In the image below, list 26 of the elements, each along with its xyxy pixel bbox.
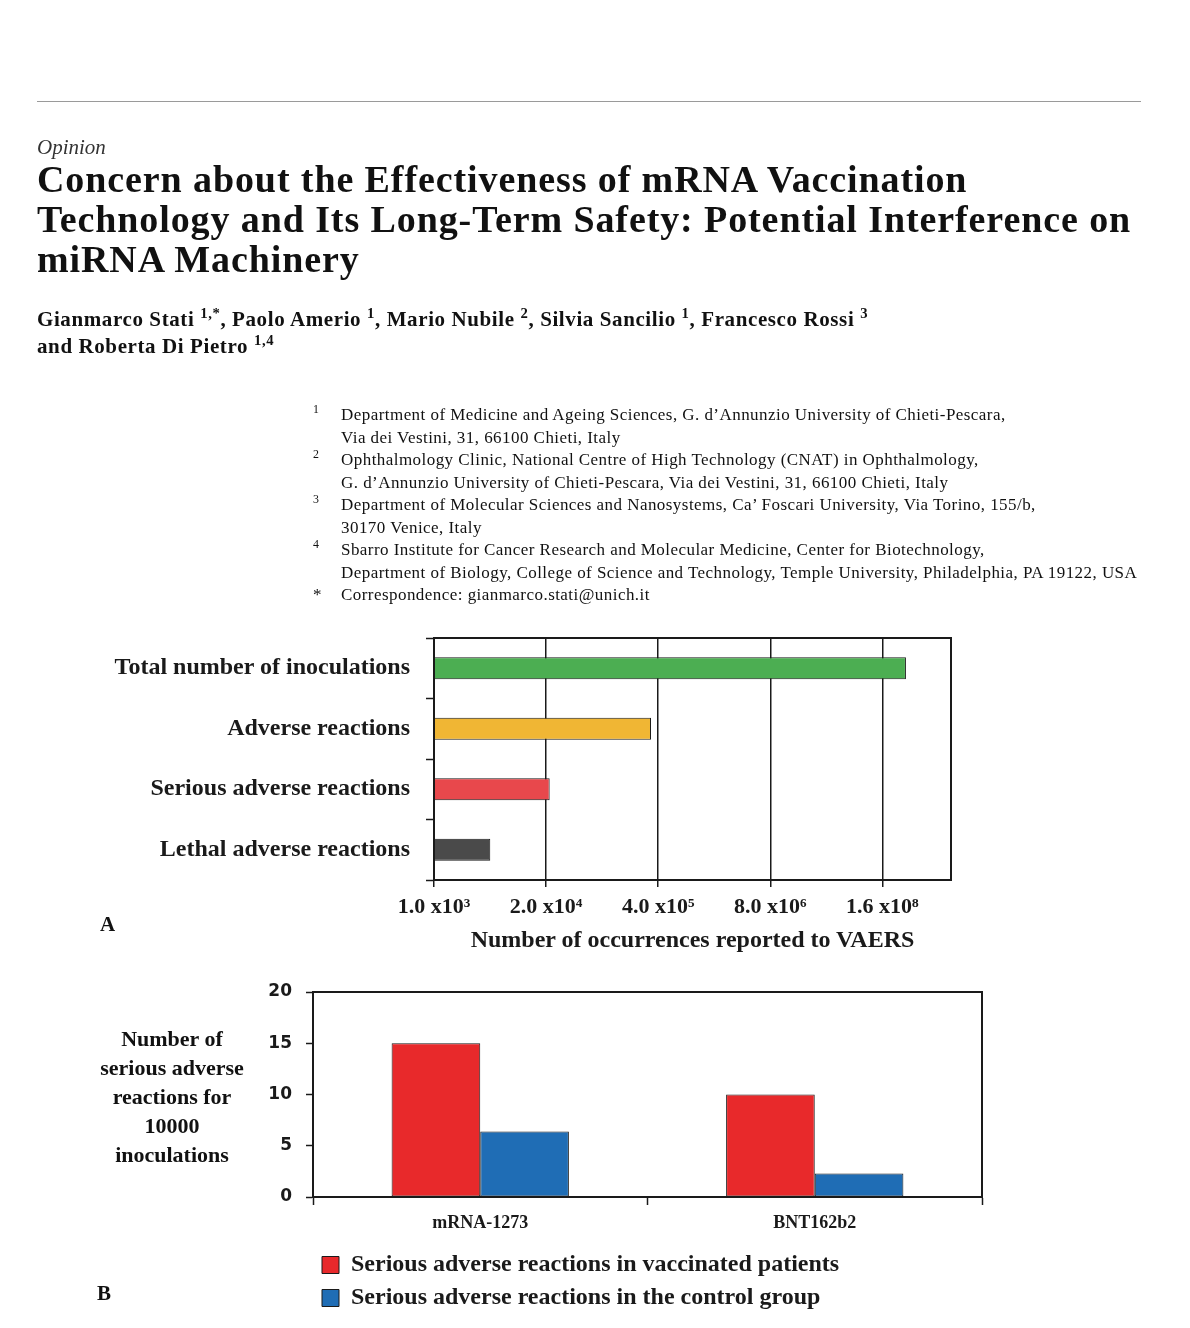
text: A — [100, 911, 116, 937]
y-tick-label: 20 — [268, 980, 293, 1001]
x-tick-label: 8.0 x10⁶ — [734, 892, 808, 918]
y-tick-label: 0 — [280, 1185, 293, 1206]
x-tick-label: 4.0 x10⁵ — [621, 892, 695, 918]
y-tick-label: 10 — [268, 1082, 293, 1103]
y-tick-label: Adverse reactions — [227, 713, 410, 740]
legend-label: Serious adverse reactions in vaccinated patients — [351, 1250, 840, 1277]
x-tick-label: BNT162b2 — [773, 1212, 857, 1233]
x-axis-title: Number of occurrences reported to VAERS — [470, 925, 915, 952]
x-tick-label: 1.0 x10³ — [397, 892, 471, 918]
y-axis-title: Number of serious adverse reactions for 10000 inoculations — [99, 1025, 245, 1169]
chart-title: Concern about the Effectiveness of mRNA Vaccination Technology and Its Long-Term Safety: Potential Interference on miRNA Machinery — [37, 158, 1132, 280]
text: Gianmarco Stati $^{1,*}$, Paolo Amerio $^{1}$, Mario Nubile $^{2}$, Silvia Sancilio $^{1}$, Francesco Rossi $^{3}$ and Roberta Di Pietro $^{1,4}$ — [37, 305, 869, 358]
y-tick-label: Lethal adverse reactions — [159, 834, 410, 861]
text: * Correspondence: gianmarco.stati@unich.it — [313, 584, 650, 606]
y-tick-label: Serious adverse reactions — [150, 774, 410, 801]
x-tick-label: 1.6 x10⁸ — [846, 892, 920, 918]
legend-label: Serious adverse reactions in the control group — [351, 1283, 821, 1310]
y-tick-label: Total number of inoculations — [114, 653, 410, 680]
text: Opinion — [37, 134, 106, 160]
y-tick-label: 5 — [280, 1134, 292, 1155]
x-tick-label: 2.0 x10⁴ — [509, 892, 583, 918]
y-tick-label: 15 — [268, 1031, 292, 1052]
text: B — [97, 1280, 112, 1306]
x-tick-label: mRNA-1273 — [432, 1212, 529, 1233]
